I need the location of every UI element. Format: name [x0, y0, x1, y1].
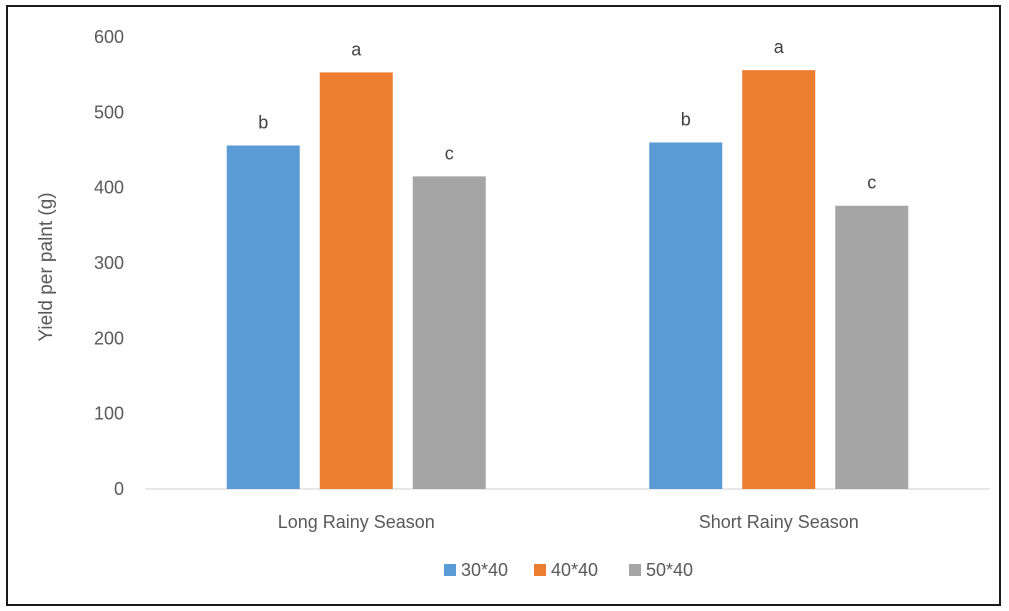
- data-label: b: [258, 112, 268, 132]
- y-axis-ticks: 0 100 200 300 400 500 600: [94, 27, 124, 499]
- y-tick-label: 300: [94, 253, 124, 273]
- legend-label: 50*40: [646, 560, 693, 580]
- y-tick-label: 600: [94, 27, 124, 47]
- data-label: c: [445, 143, 454, 163]
- data-label: c: [867, 173, 876, 193]
- category-label: Long Rainy Season: [278, 512, 435, 532]
- legend: 30*40 40*40 50*40: [444, 560, 693, 580]
- legend-label: 30*40: [461, 560, 508, 580]
- bar: [742, 70, 816, 489]
- bar: [226, 145, 300, 490]
- data-label: b: [681, 109, 691, 129]
- y-tick-label: 200: [94, 328, 124, 348]
- legend-swatch: [629, 564, 641, 576]
- category-label: Short Rainy Season: [699, 512, 859, 532]
- bar: [649, 142, 723, 489]
- data-labels: b a c b a c: [258, 37, 876, 193]
- legend-swatch: [534, 564, 546, 576]
- data-label: a: [774, 37, 785, 57]
- data-label: a: [351, 39, 362, 59]
- legend-label: 40*40: [551, 560, 598, 580]
- chart-frame: [6, 5, 1001, 606]
- y-tick-label: 400: [94, 178, 124, 198]
- bars: [226, 70, 909, 490]
- y-tick-label: 500: [94, 102, 124, 122]
- bar: [412, 176, 486, 489]
- legend-swatch: [444, 564, 456, 576]
- y-tick-label: 0: [114, 479, 124, 499]
- y-tick-label: 100: [94, 404, 124, 424]
- category-labels: Long Rainy Season Short Rainy Season: [278, 512, 859, 532]
- bar: [319, 72, 393, 489]
- y-axis-title: Yield per palnt (g): [36, 192, 57, 341]
- bar: [835, 205, 909, 489]
